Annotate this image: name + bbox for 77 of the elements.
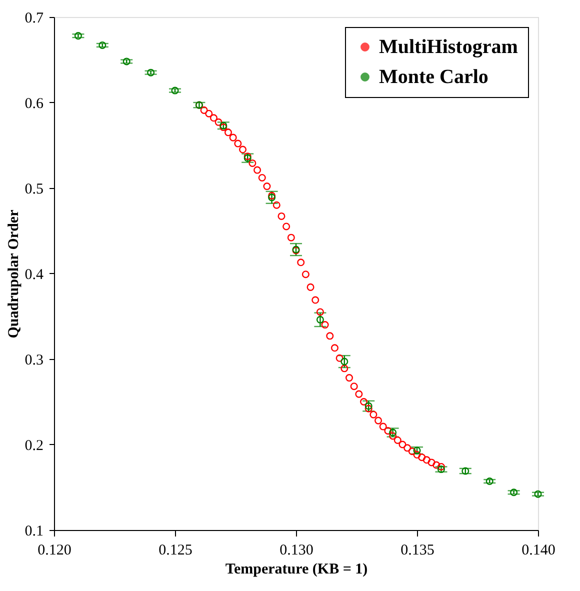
point <box>345 374 353 382</box>
point <box>364 404 372 412</box>
point <box>312 296 320 304</box>
point <box>384 427 392 435</box>
point <box>394 436 402 444</box>
point <box>254 166 262 174</box>
point <box>462 467 470 475</box>
point <box>413 451 421 459</box>
point <box>326 332 334 340</box>
point <box>278 212 286 220</box>
point <box>171 86 179 94</box>
point <box>297 258 305 266</box>
point <box>306 283 314 291</box>
point <box>389 428 397 436</box>
x-tick-label: 0.120 <box>38 542 72 558</box>
point <box>379 422 387 430</box>
point <box>282 222 290 230</box>
point <box>422 456 430 464</box>
point <box>486 478 494 486</box>
point <box>205 110 213 118</box>
point <box>413 446 421 454</box>
y-tick-label: 0.7 <box>24 10 44 26</box>
point <box>248 159 256 167</box>
point <box>98 41 106 49</box>
legend-label: Monte Carlo <box>379 66 488 88</box>
x-axis-title: Temperature (KB = 1) <box>225 562 368 578</box>
x-tick-label: 0.125 <box>158 542 192 558</box>
point <box>340 364 348 372</box>
y-axis-title: Quadrupolar Order <box>6 209 22 338</box>
y-tick-label: 0.5 <box>24 182 44 198</box>
y-tick-label: 0.6 <box>24 96 44 112</box>
point <box>210 114 218 122</box>
point <box>389 432 397 440</box>
point <box>340 358 348 366</box>
point <box>437 466 445 474</box>
point <box>330 344 338 352</box>
point <box>74 32 82 40</box>
point <box>316 316 324 324</box>
point <box>350 382 358 390</box>
y-tick-label: 0.1 <box>24 524 44 540</box>
point <box>370 410 378 418</box>
point <box>263 182 271 190</box>
point <box>258 174 266 182</box>
point <box>302 270 310 278</box>
point <box>418 454 426 462</box>
point <box>360 398 368 406</box>
point <box>336 354 344 362</box>
point <box>234 140 242 148</box>
y-tick-label: 0.3 <box>24 352 44 368</box>
point <box>272 201 280 209</box>
point <box>200 106 208 114</box>
point <box>316 308 324 316</box>
point <box>355 390 363 398</box>
x-tick-label: 0.140 <box>522 542 556 558</box>
point <box>534 490 542 498</box>
point <box>408 448 416 456</box>
point <box>287 234 295 242</box>
x-tick-label: 0.130 <box>280 542 314 558</box>
point <box>229 134 237 142</box>
y-tick-label: 0.2 <box>24 438 44 454</box>
point <box>432 461 440 469</box>
point <box>224 128 232 136</box>
legend-label: MultiHistogram <box>379 36 518 58</box>
point <box>364 402 372 410</box>
x-tick-label: 0.135 <box>400 542 434 558</box>
point <box>428 458 436 466</box>
point <box>398 440 406 448</box>
point <box>321 321 329 329</box>
y-tick-label: 0.4 <box>24 267 44 283</box>
point <box>374 416 382 424</box>
point <box>437 462 445 470</box>
point <box>404 444 412 452</box>
point <box>510 488 518 496</box>
point <box>239 146 247 154</box>
point <box>147 68 155 76</box>
point <box>214 118 222 126</box>
point <box>122 58 130 66</box>
